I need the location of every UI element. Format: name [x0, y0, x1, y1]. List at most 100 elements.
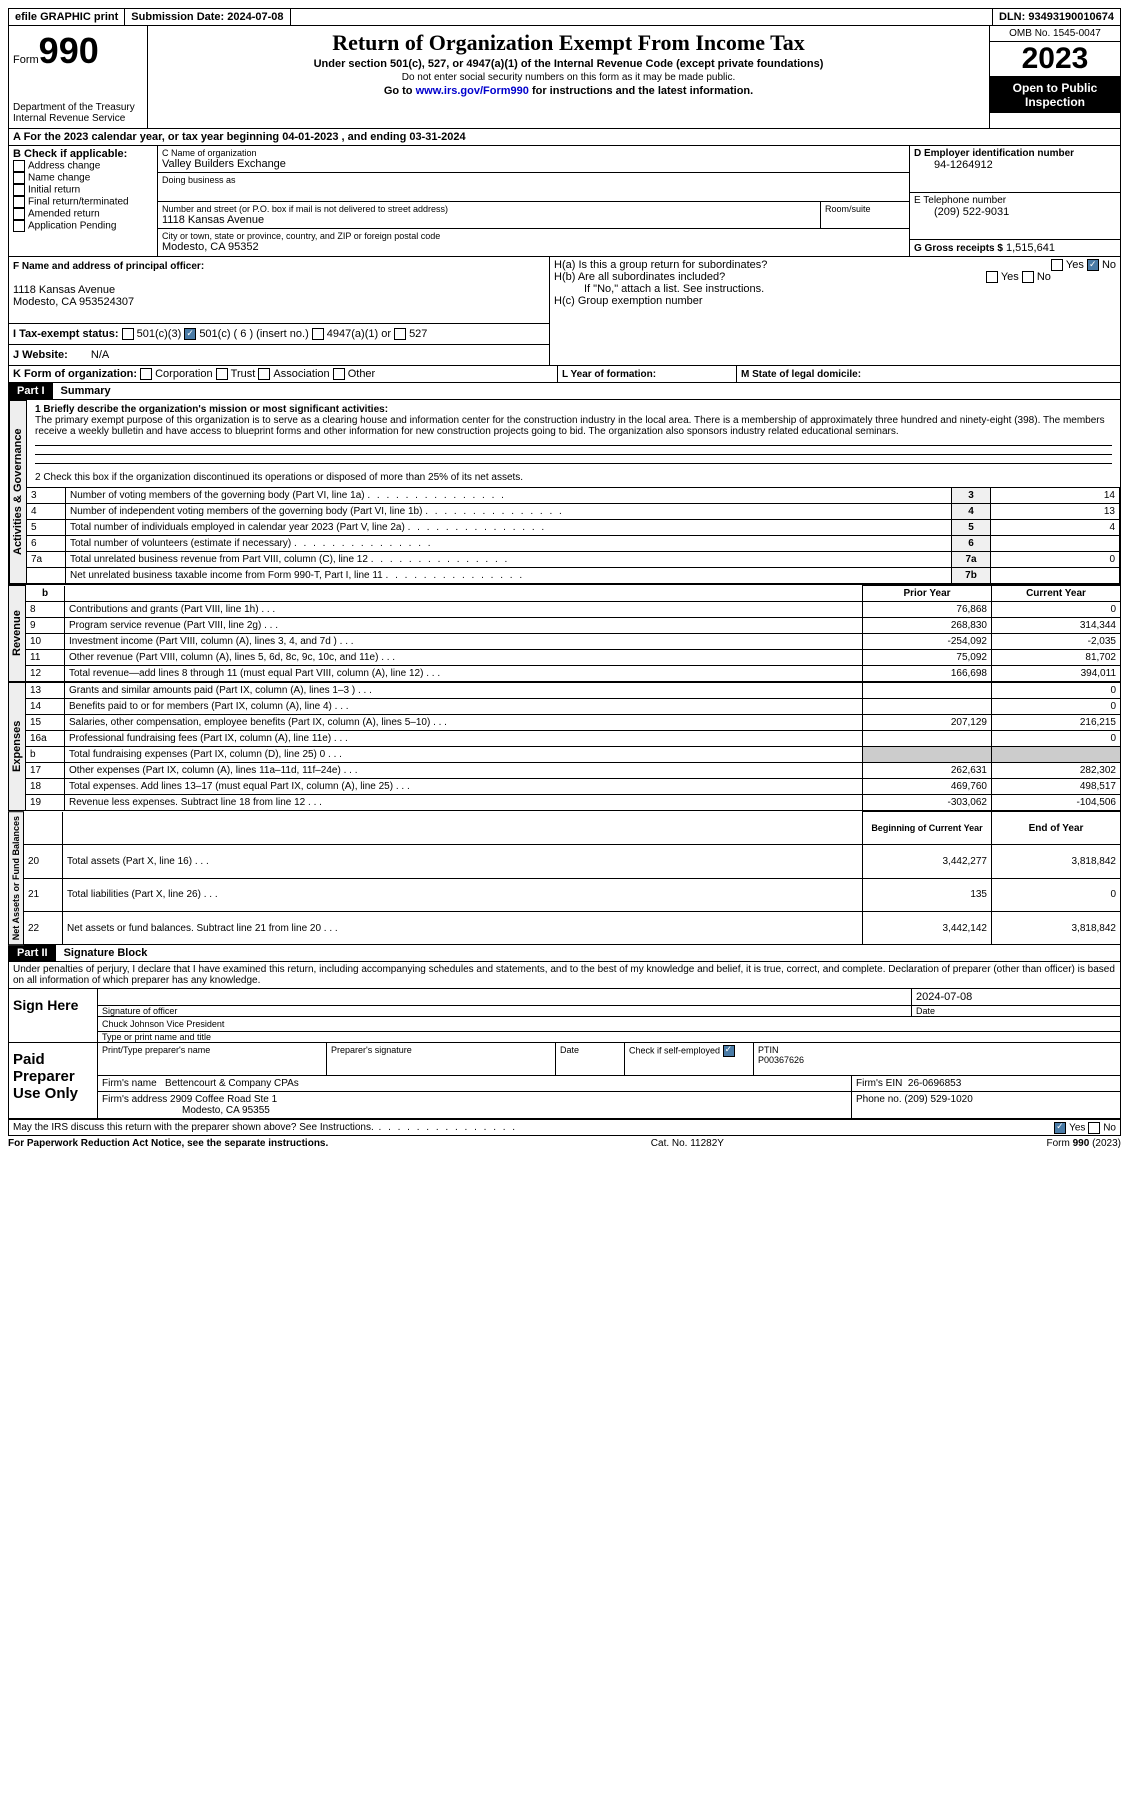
org-name: Valley Builders Exchange	[162, 158, 905, 170]
firm-phone-label: Phone no.	[856, 1094, 902, 1105]
part2-label: Part II	[9, 945, 56, 961]
gross-receipts: 1,515,641	[1006, 242, 1055, 254]
discuss-row: May the IRS discuss this return with the…	[8, 1120, 1121, 1136]
sign-here-label: Sign Here	[9, 989, 98, 1042]
checkbox-4947[interactable]	[312, 328, 324, 340]
box-g-label: G Gross receipts $	[914, 243, 1003, 254]
firm-name: Bettencourt & Company CPAs	[165, 1078, 299, 1089]
cb-assoc[interactable]	[258, 368, 270, 380]
officer-addr2: Modesto, CA 953524307	[13, 296, 545, 308]
firm-ein: 26-0696853	[908, 1078, 961, 1089]
phone-value: (209) 522-9031	[934, 206, 1116, 218]
cb-corp[interactable]	[140, 368, 152, 380]
firm-addr-label: Firm's address	[102, 1094, 167, 1105]
netassets-table: Beginning of Current YearEnd of Year20To…	[24, 811, 1121, 945]
box-hc: H(c) Group exemption number	[554, 295, 1116, 307]
prep-date-label: Date	[556, 1043, 625, 1075]
hb-no[interactable]	[1022, 271, 1034, 283]
discuss-no[interactable]	[1088, 1122, 1100, 1134]
ein-value: 94-1264912	[934, 159, 1116, 171]
ha-yes[interactable]	[1051, 259, 1063, 271]
box-j-label: J Website:	[13, 349, 68, 361]
box-d-label: D Employer identification number	[914, 148, 1116, 159]
efile-label[interactable]: efile GRAPHIC print	[9, 9, 125, 25]
city-label: City or town, state or province, country…	[162, 231, 905, 241]
checkbox-amended-return[interactable]	[13, 208, 25, 220]
section-activities: Activities & Governance	[9, 400, 27, 584]
irs-link[interactable]: www.irs.gov/Form990	[416, 85, 529, 97]
checkbox-address-change[interactable]	[13, 160, 25, 172]
box-b-title: B Check if applicable:	[13, 148, 153, 160]
line1-label: 1 Briefly describe the organization's mi…	[35, 404, 388, 415]
checkbox-527[interactable]	[394, 328, 406, 340]
top-bar: efile GRAPHIC print Submission Date: 202…	[8, 8, 1121, 26]
officer-name: Chuck Johnson Vice President	[98, 1017, 1120, 1032]
website-value: N/A	[91, 349, 109, 361]
checkbox-initial-return[interactable]	[13, 184, 25, 196]
prep-name-label: Print/Type preparer's name	[98, 1043, 327, 1075]
expenses-table: 13Grants and similar amounts paid (Part …	[26, 682, 1121, 811]
hb-yes[interactable]	[986, 271, 998, 283]
discuss-yes[interactable]	[1054, 1122, 1066, 1134]
checkbox-501c[interactable]	[184, 328, 196, 340]
subtitle1: Under section 501(c), 527, or 4947(a)(1)…	[152, 58, 985, 70]
tax-year: 2023	[990, 42, 1120, 77]
box-e-label: E Telephone number	[914, 195, 1116, 206]
boxes-fhij: F Name and address of principal officer:…	[8, 257, 1121, 366]
signature-block: Sign Here 2024-07-08 Signature of office…	[8, 989, 1121, 1120]
ptin-value: P00367626	[758, 1055, 804, 1065]
box-hb: H(b) Are all subordinates included? Yes …	[554, 271, 1116, 283]
cb-other[interactable]	[333, 368, 345, 380]
dba-label: Doing business as	[162, 175, 905, 185]
boxes-bcdefg: B Check if applicable: Address changeNam…	[8, 146, 1121, 257]
box-f-label: F Name and address of principal officer:	[13, 261, 545, 272]
sig-officer-label: Signature of officer	[98, 1006, 911, 1016]
subtitle3: Go to www.irs.gov/Form990 for instructio…	[152, 85, 985, 97]
paperwork-notice: For Paperwork Reduction Act Notice, see …	[8, 1138, 328, 1149]
ptin-label: PTIN	[758, 1045, 779, 1055]
dept-label: Department of the Treasury Internal Reve…	[13, 102, 143, 124]
prep-sig-label: Preparer's signature	[327, 1043, 556, 1075]
firm-city: Modesto, CA 95355	[182, 1105, 270, 1116]
boxes-klm: K Form of organization: Corporation Trus…	[8, 366, 1121, 383]
sig-date: 2024-07-08	[911, 989, 1120, 1005]
firm-ein-label: Firm's EIN	[856, 1078, 902, 1089]
line2: 2 Check this box if the organization dis…	[27, 468, 1120, 487]
suite-label: Room/suite	[821, 202, 909, 228]
part1-header: Part I Summary	[8, 383, 1121, 400]
part1-title: Summary	[53, 383, 119, 399]
city-value: Modesto, CA 95352	[162, 241, 905, 253]
form-footer: Form 990 (2023)	[1047, 1138, 1121, 1149]
firm-phone: (209) 529-1020	[904, 1094, 972, 1105]
checkbox-application-pending[interactable]	[13, 220, 25, 232]
street-label: Number and street (or P.O. box if mail i…	[162, 204, 816, 214]
checkbox-name-change[interactable]	[13, 172, 25, 184]
part1-label: Part I	[9, 383, 53, 399]
part2-header: Part II Signature Block	[8, 945, 1121, 962]
checkbox-501c3[interactable]	[122, 328, 134, 340]
section-expenses: Expenses	[8, 682, 26, 811]
form-title: Return of Organization Exempt From Incom…	[152, 30, 985, 56]
submission-cell: Submission Date: 2024-07-08	[125, 9, 290, 25]
form-number: 990	[39, 30, 99, 71]
cb-trust[interactable]	[216, 368, 228, 380]
cat-no: Cat. No. 11282Y	[651, 1138, 724, 1149]
box-l-label: L Year of formation:	[562, 369, 656, 380]
firm-name-label: Firm's name	[102, 1078, 157, 1089]
section-revenue: Revenue	[8, 585, 26, 682]
box-c-label: C Name of organization	[162, 148, 905, 158]
dln-cell: DLN: 93493190010674	[993, 9, 1120, 25]
ha-no[interactable]	[1087, 259, 1099, 271]
type-name-label: Type or print name and title	[98, 1032, 1120, 1042]
self-employed: Check if self-employed	[625, 1043, 754, 1075]
checkbox-final-return-terminated[interactable]	[13, 196, 25, 208]
officer-addr1: 1118 Kansas Avenue	[13, 284, 545, 296]
penalty-text: Under penalties of perjury, I declare th…	[8, 962, 1121, 989]
cb-self-employed[interactable]	[723, 1045, 735, 1057]
box-k-label: K Form of organization:	[13, 368, 137, 380]
street-value: 1118 Kansas Avenue	[162, 214, 816, 226]
line-a: A For the 2023 calendar year, or tax yea…	[8, 129, 1121, 146]
paid-preparer-label: Paid Preparer Use Only	[9, 1043, 98, 1118]
subtitle2: Do not enter social security numbers on …	[152, 72, 985, 83]
firm-addr: 2909 Coffee Road Ste 1	[170, 1094, 277, 1105]
